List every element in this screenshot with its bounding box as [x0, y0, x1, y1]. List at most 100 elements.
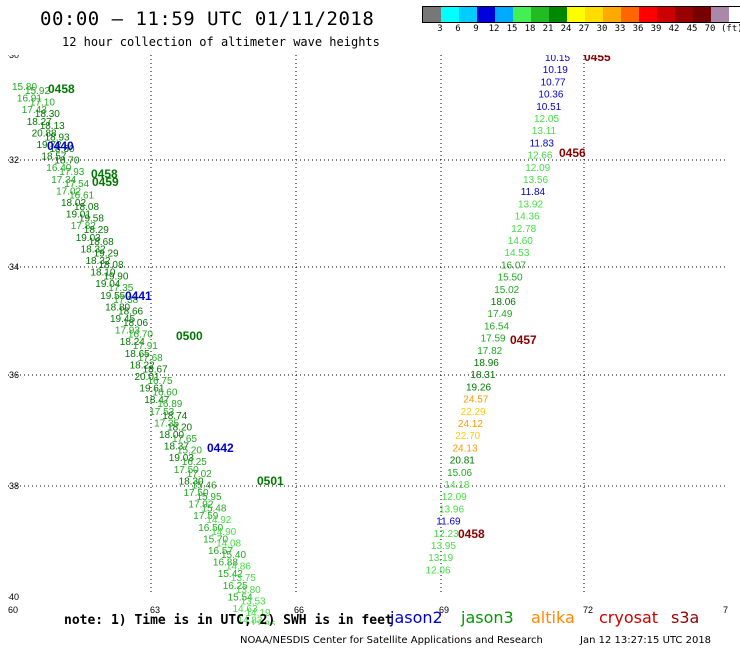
legend-label: 6	[455, 24, 461, 34]
time-label: 0458	[48, 82, 75, 96]
wave-height-value: 11.69	[436, 517, 461, 528]
legend-swatch	[531, 7, 549, 22]
wave-height-value: 18.70	[54, 156, 79, 167]
wave-height-value: 14.08	[216, 538, 241, 549]
wave-height-value: 18.30	[50, 144, 75, 155]
wave-height-value: 18.06	[491, 297, 516, 308]
map-subtitle: 12 hour collection of altimeter wave hei…	[62, 35, 380, 49]
wave-height-value: 10.51	[536, 102, 561, 113]
lon-label: 63	[150, 605, 160, 615]
legend-swatch	[567, 7, 585, 22]
wave-height-value: 18.30	[35, 109, 60, 120]
wave-height-value: 13.80	[236, 585, 261, 596]
wave-height-value: 14.86	[226, 562, 251, 573]
wave-height-value: 18.67	[143, 364, 168, 375]
legend-swatch	[639, 7, 657, 22]
satellite-name: s3a	[671, 608, 700, 627]
wave-height-value: 14.92	[206, 515, 231, 526]
wave-height-value: 13.75	[231, 573, 256, 584]
legend-label: 21	[542, 24, 554, 34]
time-label: 0456	[559, 146, 586, 160]
wave-height-value: 12.66	[527, 151, 552, 162]
wave-height-value: 17.35	[154, 418, 179, 429]
legend-swatch	[585, 7, 603, 22]
wave-height-value: 17.65	[172, 434, 197, 445]
wave-height-value: 12.05	[534, 114, 559, 125]
wave-height-value: 12.86	[250, 620, 275, 625]
wave-height-value: 13.96	[439, 504, 464, 515]
legend-label: 30	[596, 24, 608, 34]
wave-height-value: 17.59	[481, 334, 506, 345]
wave-height-value: 16.07	[501, 260, 526, 271]
satellite-name: jason2	[390, 608, 443, 627]
lat-label: -38	[8, 481, 19, 491]
wave-height-value: 19.03	[76, 233, 101, 244]
wave-height-value: 16.89	[157, 399, 182, 410]
legend-label: (ft)	[721, 24, 740, 34]
wave-height-value: 17.93	[59, 167, 84, 178]
legend-label: 18	[524, 24, 536, 34]
legend-label: 27	[578, 24, 590, 34]
wave-height-value: 17.92	[188, 500, 213, 511]
axis-labels: -30 -32 -34 -36 -38 -40 60 63 66 69 72 75	[8, 55, 728, 615]
wave-height-value: 17.50	[174, 465, 199, 476]
time-label: 0442	[207, 441, 234, 455]
map-title: 00:00 – 11:59 UTC 01/11/2018	[40, 8, 375, 30]
legend-label: 3	[437, 24, 443, 34]
wave-height-value: 18.20	[167, 422, 192, 433]
time-label: 0458	[91, 167, 118, 181]
wave-height-value: 17.91	[133, 341, 158, 352]
wave-height-value: 18.27	[27, 117, 52, 128]
wave-height-value: 19.45	[110, 314, 135, 325]
wave-height-value: 15.50	[498, 273, 523, 284]
wave-height-value: 18.08	[99, 260, 124, 271]
wave-height-value: 15.02	[494, 285, 519, 296]
credit-line: NOAA/NESDIS Center for Satellite Applica…	[240, 635, 543, 646]
wave-height-value: 16.57	[208, 546, 233, 557]
wave-height-value: 18.68	[89, 237, 114, 248]
wave-height-value: 19.03	[169, 453, 194, 464]
wave-height-value: 15.95	[197, 492, 222, 503]
wave-height-value: 12.09	[525, 163, 550, 174]
wave-height-value: 12.78	[511, 224, 536, 235]
wave-height-value: 20.01	[135, 372, 160, 383]
legend-swatch	[657, 7, 675, 22]
wave-height-value: 18.31	[470, 370, 495, 381]
wave-height-value: 12.06	[426, 565, 451, 576]
wave-height-value: 18.10	[90, 268, 115, 279]
wave-height-value: 17.82	[477, 346, 502, 357]
legend-swatch	[621, 7, 639, 22]
lon-label: 72	[583, 605, 593, 615]
wave-height-value: 17.43	[22, 105, 47, 116]
wave-height-value: 19.29	[94, 248, 119, 259]
lat-label: -32	[8, 155, 19, 165]
wave-height-value: 18.24	[120, 337, 145, 348]
lat-label: -30	[8, 55, 19, 60]
time-label: 0457	[510, 333, 537, 347]
legend-label: 24	[560, 24, 572, 34]
wave-height-value: 15.20	[177, 446, 202, 457]
legend-swatch	[693, 7, 711, 22]
wave-height-value: 11.84	[521, 187, 546, 198]
wave-height-value: 19.90	[103, 272, 128, 283]
wave-height-value: 14.36	[515, 212, 540, 223]
pass-time-labels: 0458045804590500050104400441044204550456…	[47, 55, 611, 541]
wave-height-value: 18.65	[125, 349, 150, 360]
wave-height-value: 19.26	[466, 382, 491, 393]
wave-height-value: 15.40	[221, 550, 246, 561]
wave-height-value: 16.60	[152, 388, 177, 399]
wave-height-value: 17.50	[184, 488, 209, 499]
legend-label: 12	[488, 24, 500, 34]
wave-height-value: 17.49	[487, 309, 512, 320]
wave-height-value: 17.02	[56, 186, 81, 197]
lon-label: 60	[8, 605, 18, 615]
wave-height-value: 17.59	[193, 511, 218, 522]
wave-height-value: 17.53	[149, 407, 174, 418]
wave-height-value: 17.35	[108, 283, 133, 294]
wave-height-value: 10.15	[545, 55, 570, 64]
wave-height-value: 14.90	[211, 527, 236, 538]
wave-height-value: 19.58	[79, 214, 104, 225]
wave-height-value: 16.88	[213, 558, 238, 569]
wave-height-map: -30-32-34-36-38-40606366697275 15.8015.9…	[8, 55, 728, 625]
wave-height-value: 14.18	[444, 480, 469, 491]
